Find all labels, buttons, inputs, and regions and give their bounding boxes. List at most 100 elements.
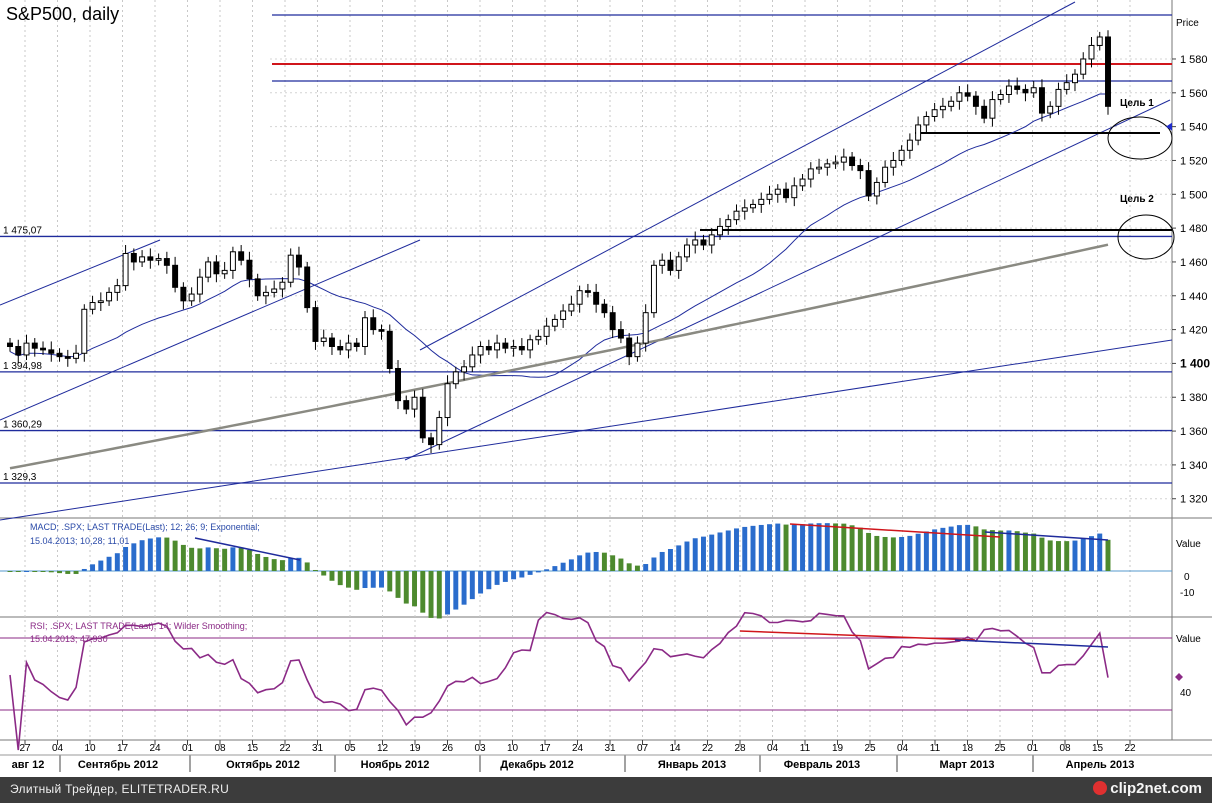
candle-body — [956, 92, 963, 102]
candle-body — [1014, 85, 1021, 90]
x-tick-label: 04 — [897, 743, 909, 754]
candle-body — [139, 256, 146, 263]
candle-body — [1080, 58, 1087, 75]
candle-body — [906, 139, 913, 151]
x-tick-label: 25 — [864, 743, 876, 754]
candle-body — [923, 115, 930, 126]
candle-body — [791, 185, 798, 199]
logo-text: clip2net.com — [1110, 780, 1202, 797]
candle-body — [485, 346, 492, 351]
candle-body — [750, 203, 756, 209]
candle-body — [981, 105, 988, 119]
candle-body — [931, 109, 938, 117]
macd-bar — [1047, 540, 1053, 571]
x-tick-label: 18 — [962, 743, 974, 754]
price-chart: 1 320 1 340 1 360 1 380 1 400 1 420 1 440 1 460… — [0, 0, 1212, 772]
target-1-circle — [1107, 116, 1173, 160]
x-tick-label: 08 — [214, 743, 226, 754]
macd-bar — [379, 571, 384, 588]
macd-bar — [544, 569, 550, 571]
candle-body — [502, 342, 509, 349]
macd-bar — [717, 532, 723, 571]
candle-body — [48, 349, 55, 354]
candle-body — [403, 400, 410, 410]
macd-bar — [65, 571, 71, 574]
y-tick-label: 1 340 — [1180, 460, 1208, 472]
macd-bar — [114, 553, 120, 571]
x-tick-label: 04 — [52, 743, 64, 754]
candle-body — [601, 303, 608, 314]
candle-body — [461, 366, 468, 373]
macd-bar — [255, 553, 261, 571]
candle-body — [304, 266, 311, 309]
macd-bar — [1022, 532, 1028, 571]
macd-bar — [296, 557, 302, 571]
macd-bar — [593, 551, 599, 571]
macd-bar — [1064, 541, 1070, 571]
candle-body — [650, 264, 657, 314]
macd-bar — [923, 531, 929, 571]
candle-body — [172, 264, 179, 288]
annotation-target-1: Цель 1 — [1120, 98, 1154, 109]
x-group-label: Октябрь 2012 — [226, 759, 300, 771]
trend-line — [0, 339, 1173, 521]
macd-bar — [659, 551, 665, 571]
macd-bar — [552, 566, 558, 571]
moving-average-long — [9, 243, 1109, 470]
candle-body — [469, 354, 476, 368]
candle-body — [188, 293, 195, 302]
macd-bar — [263, 556, 269, 571]
y-tick-label: 1 500 — [1180, 189, 1208, 201]
x-tick-label: 24 — [572, 743, 584, 754]
candle-body — [155, 258, 162, 261]
rsi-axis-label: Value — [1176, 634, 1201, 645]
macd-bar — [90, 564, 96, 571]
x-tick-label: 31 — [312, 743, 324, 754]
candle-body — [741, 207, 748, 212]
macd-bar — [841, 523, 847, 571]
x-tick-label: 27 — [19, 743, 31, 754]
macd-bar — [866, 532, 872, 571]
candle-body — [295, 254, 302, 268]
candle-body — [395, 367, 401, 402]
x-tick-label: 10 — [84, 743, 96, 754]
macd-bar — [998, 530, 1004, 571]
macd-bar — [147, 538, 153, 571]
macd-bar — [32, 571, 38, 572]
candle-body — [114, 285, 121, 293]
candle-body — [915, 124, 922, 141]
macd-bar — [40, 571, 46, 572]
y-tick-label: 1 320 — [1180, 494, 1208, 506]
x-tick-label: 03 — [474, 743, 486, 754]
macd-bar — [643, 564, 649, 571]
x-tick-label: 01 — [182, 743, 194, 754]
macd-bar — [24, 571, 29, 572]
macd-bar — [775, 523, 781, 571]
candle-body — [882, 166, 889, 183]
y-tick-label: 1 380 — [1180, 392, 1208, 404]
macd-bar — [1080, 538, 1086, 571]
macd-bar — [337, 571, 343, 586]
candle-body — [576, 290, 583, 305]
macd-bar — [742, 526, 748, 571]
x-tick-label: 19 — [832, 743, 844, 754]
candle-body — [205, 261, 212, 278]
macd-bar — [634, 565, 640, 571]
candle-body — [560, 310, 567, 320]
rsi-tick-label: 40 — [1180, 688, 1192, 699]
candle-body — [642, 312, 649, 344]
macd-bar — [395, 571, 401, 598]
candle-body — [840, 156, 847, 163]
candle-body — [452, 371, 459, 385]
candle-body — [997, 93, 1004, 101]
macd-bar — [857, 527, 863, 571]
clip2net-logo[interactable]: clip2net.com — [1093, 780, 1202, 797]
y-tick-label: 1 460 — [1180, 257, 1208, 269]
macd-bar — [478, 571, 484, 594]
macd-bar — [502, 571, 508, 582]
macd-bar — [420, 571, 426, 613]
macd-bar — [767, 524, 772, 571]
macd-bar — [304, 562, 310, 571]
macd-bar — [445, 571, 451, 615]
macd-bar — [1039, 537, 1045, 571]
